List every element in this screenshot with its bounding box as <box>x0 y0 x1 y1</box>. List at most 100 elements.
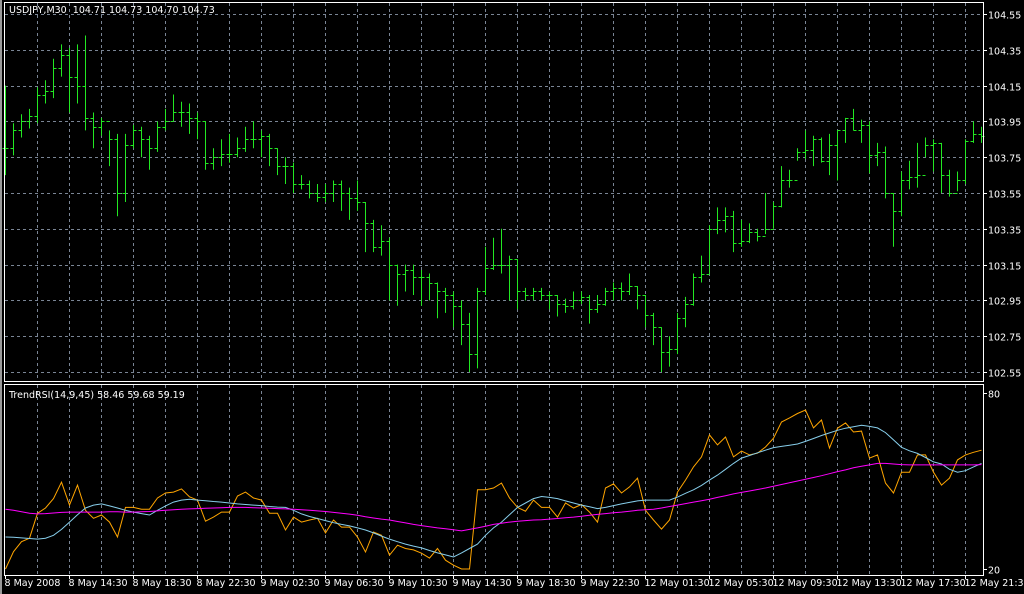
price-bar <box>250 121 257 149</box>
price-bar <box>114 133 121 217</box>
price-bar <box>642 295 649 328</box>
price-bar <box>794 148 801 181</box>
price-bar <box>850 108 857 131</box>
price-bar <box>674 312 681 355</box>
price-bar <box>34 87 41 124</box>
time-tick-label: 12 May 09:30 <box>773 578 838 589</box>
price-bar <box>106 121 113 167</box>
price-bar <box>858 119 865 143</box>
indicator-panel-frame <box>4 384 984 576</box>
price-bar <box>170 94 177 122</box>
price-bar <box>714 207 721 235</box>
price-bar <box>810 135 817 167</box>
price-bar <box>266 133 273 167</box>
price-bar <box>754 228 761 242</box>
price-bar <box>930 139 937 172</box>
price-bar <box>570 291 577 310</box>
price-bar <box>450 291 457 328</box>
indicator-lines <box>5 409 982 570</box>
price-bar <box>562 298 569 313</box>
price-bar <box>602 287 609 306</box>
price-bar <box>658 327 665 372</box>
price-bar <box>26 108 33 129</box>
price-bar <box>706 225 713 275</box>
price-tick-label: 104.15 <box>988 83 1021 94</box>
price-bar <box>242 126 249 152</box>
price-bar <box>362 201 369 253</box>
time-tick-label: 9 May 06:30 <box>325 578 384 589</box>
rsi-line <box>5 409 982 570</box>
price-bar <box>506 255 513 301</box>
price-bar <box>18 114 25 138</box>
price-bar <box>938 142 945 193</box>
symbol-label: USDJPY,M30 <box>9 5 67 16</box>
trend-line <box>5 462 982 532</box>
price-bar <box>802 130 809 159</box>
price-bar <box>418 269 425 306</box>
price-bar <box>618 282 625 301</box>
price-bar <box>10 123 17 156</box>
price-bar <box>442 287 449 313</box>
price-bar <box>458 300 465 346</box>
price-axis: 104.55 104.35 104.15 103.95 103.75 103.55 103.… <box>983 11 1021 380</box>
price-bar <box>178 101 185 127</box>
price-bar <box>130 124 137 149</box>
price-bar <box>354 180 361 211</box>
price-bar <box>194 112 201 140</box>
price-bar <box>530 287 537 301</box>
indicator-tick-label: 20 <box>988 566 1000 577</box>
price-bar <box>402 264 409 292</box>
price-bar <box>914 142 921 188</box>
price-bar <box>594 295 601 313</box>
price-bar <box>962 139 969 185</box>
price-bar <box>226 133 233 163</box>
price-bar <box>946 169 953 197</box>
time-tick-label: 8 May 2008 <box>5 578 61 589</box>
price-bar <box>698 255 705 283</box>
price-bar <box>50 58 57 99</box>
price-bar <box>954 171 961 194</box>
price-bar <box>66 48 73 113</box>
price-bar <box>490 237 497 270</box>
price-bar <box>314 184 321 202</box>
price-bar <box>394 264 401 306</box>
price-grid <box>5 3 983 381</box>
chart-header: USDJPY,M30 104.71 104.73 104.70 104.73 <box>9 5 215 16</box>
indicator-tick-label: 80 <box>988 390 1000 401</box>
price-bar <box>522 287 529 301</box>
price-tick-label: 102.55 <box>988 369 1021 380</box>
ohlc-label: 104.71 104.73 104.70 104.73 <box>72 5 215 16</box>
price-bar <box>722 207 729 233</box>
price-bar <box>634 286 641 310</box>
price-bar <box>898 171 905 217</box>
price-bar <box>306 180 313 199</box>
price-bar <box>282 157 289 185</box>
price-bar <box>42 80 49 104</box>
time-tick-label: 9 May 22:30 <box>581 578 640 589</box>
price-bar <box>842 117 849 143</box>
signal-line <box>5 424 982 558</box>
time-tick-label: 12 May 17:30 <box>901 578 966 589</box>
price-bar <box>154 121 161 152</box>
time-axis: 8 May 2008 8 May 14:30 8 May 18:30 8 May 22… <box>5 575 1024 589</box>
price-tick-label: 103.75 <box>988 154 1021 165</box>
price-bar <box>138 126 145 158</box>
price-bar <box>98 117 105 136</box>
price-bar <box>826 133 833 176</box>
price-bar <box>890 193 897 247</box>
price-bar <box>162 108 169 131</box>
time-tick-label: 8 May 14:30 <box>69 578 128 589</box>
price-bar <box>538 287 545 301</box>
price-bar <box>338 180 345 211</box>
price-bar <box>146 135 153 170</box>
price-tick-label: 103.15 <box>988 262 1021 273</box>
price-bar <box>386 237 393 301</box>
price-bar <box>586 295 593 324</box>
price-bar <box>82 35 89 131</box>
price-bar <box>90 112 97 149</box>
price-bar <box>690 273 697 306</box>
time-tick-label: 12 May 01:30 <box>645 578 710 589</box>
price-bar <box>818 137 825 163</box>
indicator-axis: 80 20 <box>983 390 1000 577</box>
